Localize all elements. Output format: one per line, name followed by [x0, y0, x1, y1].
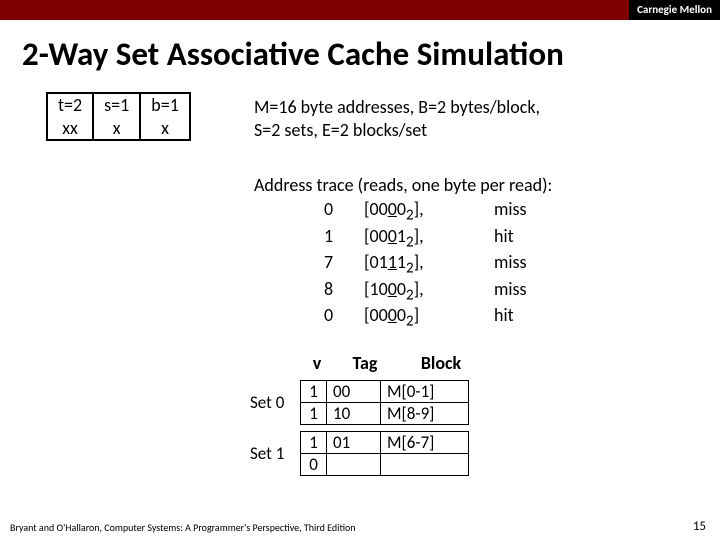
cell-valid: 1 — [301, 381, 327, 403]
trace-row: 0[00002]hit — [254, 304, 554, 331]
trace-result: miss — [494, 198, 554, 225]
cell-tag — [327, 454, 381, 476]
set-label: Set 1 — [250, 431, 300, 464]
address-trace: Address trace (reads, one byte per read)… — [254, 174, 554, 331]
set-line: 101M[6-7] — [301, 432, 469, 454]
cell-valid: 1 — [301, 403, 327, 425]
page-title: 2-Way Set Associative Cache Simulation — [22, 34, 720, 74]
bit-fields-table: t=2 s=1 b=1 xx x x — [46, 92, 191, 141]
cell-block: M[0-1] — [381, 381, 469, 403]
t-value: xx — [47, 117, 93, 141]
cell-block — [381, 454, 469, 476]
trace-result: miss — [494, 251, 554, 278]
trace-binary: [10002], — [364, 278, 494, 305]
b-header: b=1 — [140, 93, 190, 117]
cache-params: M=16 byte addresses, B=2 bytes/block, S=… — [254, 96, 540, 141]
set-line: 110M[8-9] — [301, 403, 469, 425]
set-line: 0 — [301, 454, 469, 476]
trace-result: hit — [494, 225, 554, 252]
trace-addr: 0 — [254, 304, 364, 331]
trace-result: miss — [494, 278, 554, 305]
trace-binary: [01112], — [364, 251, 494, 278]
trace-row: 0[00002],miss — [254, 198, 554, 225]
set-label: Set 0 — [250, 380, 300, 413]
cache-set: Set 1101M[6-7]0 — [250, 431, 486, 476]
hdr-v: v — [300, 352, 334, 374]
top-banner: Carnegie Mellon — [0, 0, 720, 20]
trace-result: hit — [494, 304, 554, 331]
set-table: 100M[0-1]110M[8-9] — [300, 380, 469, 425]
trace-binary: [00012], — [364, 225, 494, 252]
cell-valid: 1 — [301, 432, 327, 454]
footer-citation: Bryant and O'Hallaron, Computer Systems:… — [10, 521, 356, 534]
trace-binary: [00002], — [364, 198, 494, 225]
s-value: x — [93, 117, 140, 141]
cell-tag: 00 — [327, 381, 381, 403]
trace-addr: 7 — [254, 251, 364, 278]
trace-addr: 8 — [254, 278, 364, 305]
hdr-tag: Tag — [334, 352, 396, 374]
cache-set: Set 0100M[0-1]110M[8-9] — [250, 380, 486, 425]
page-number: 15 — [693, 519, 706, 534]
cell-tag: 01 — [327, 432, 381, 454]
trace-title: Address trace (reads, one byte per read)… — [254, 174, 554, 196]
trace-addr: 0 — [254, 198, 364, 225]
t-header: t=2 — [47, 93, 93, 117]
params-line1: M=16 byte addresses, B=2 bytes/block, — [254, 96, 540, 119]
cell-block: M[8-9] — [381, 403, 469, 425]
trace-row: 1[00012],hit — [254, 225, 554, 252]
cell-valid: 0 — [301, 454, 327, 476]
banner-label: Carnegie Mellon — [629, 0, 720, 20]
set-table: 101M[6-7]0 — [300, 431, 469, 476]
b-value: x — [140, 117, 190, 141]
trace-row: 8[10002],miss — [254, 278, 554, 305]
set-line: 100M[0-1] — [301, 381, 469, 403]
cell-tag: 10 — [327, 403, 381, 425]
set-column-headers: v Tag Block — [300, 352, 486, 374]
hdr-block: Block — [396, 352, 486, 374]
s-header: s=1 — [93, 93, 140, 117]
trace-row: 7[01112],miss — [254, 251, 554, 278]
trace-addr: 1 — [254, 225, 364, 252]
banner-bar — [0, 0, 629, 20]
cell-block: M[6-7] — [381, 432, 469, 454]
cache-sets: v Tag Block Set 0100M[0-1]110M[8-9]Set 1… — [250, 352, 486, 476]
trace-binary: [00002] — [364, 304, 494, 331]
params-line2: S=2 sets, E=2 blocks/set — [254, 119, 540, 142]
